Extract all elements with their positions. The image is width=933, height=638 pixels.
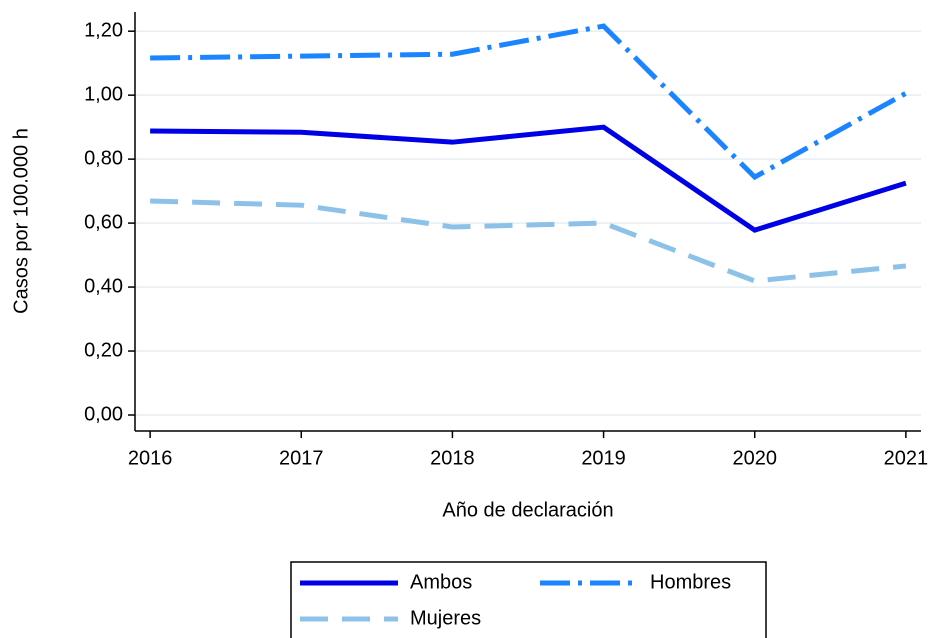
legend-label: Mujeres: [410, 607, 481, 629]
y-tick-label: 1,00: [84, 83, 123, 105]
x-tick-label: 2021: [884, 447, 929, 469]
y-axis-label: Casos por 100.000 h: [10, 128, 32, 314]
legend-label: Hombres: [650, 571, 731, 593]
series-line: [150, 124, 907, 233]
x-tick-label: 2017: [279, 447, 324, 469]
x-axis-label: Año de declaración: [442, 499, 613, 521]
y-tick-label: 0,40: [84, 275, 123, 297]
x-tick-label: 2020: [732, 447, 777, 469]
series-line: [150, 198, 907, 284]
legend-label: Ambos: [410, 571, 472, 593]
y-tick-label: 0,60: [84, 211, 123, 233]
x-tick-label: 2018: [430, 447, 475, 469]
y-tick-label: 0,00: [84, 403, 123, 425]
y-tick-label: 1,20: [84, 19, 123, 41]
series-line: [150, 23, 908, 181]
legend-box: [290, 561, 767, 638]
y-tick-label: 0,20: [84, 339, 123, 361]
x-tick-label: 2019: [581, 447, 626, 469]
x-tick-label: 2016: [128, 447, 173, 469]
y-tick-label: 0,80: [84, 147, 123, 169]
